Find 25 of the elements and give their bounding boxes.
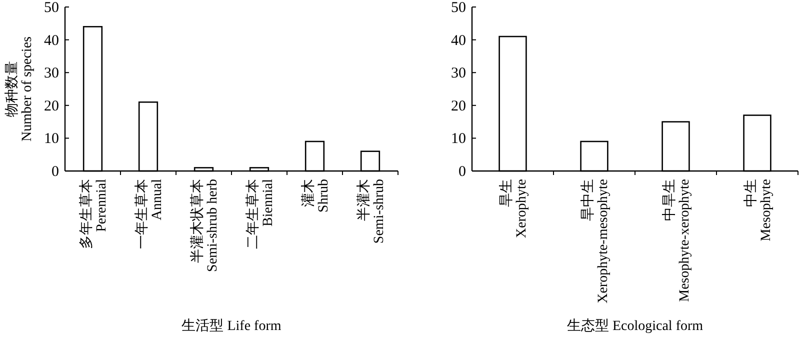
x-axis-title: 生活型 Life form xyxy=(182,318,282,334)
x-tick-label: 旱中生 Xerophyte-mesophyte xyxy=(580,179,611,304)
x-tick-label: 半灌木 Semi-shrub xyxy=(356,179,387,244)
y-tick-label: 20 xyxy=(44,98,59,114)
y-tick-label: 10 xyxy=(44,131,59,148)
y-tick-label: 50 xyxy=(44,0,59,16)
x-tick-label: 半灌木状草本 Semi-shrub herb xyxy=(189,179,220,272)
x-tick-label: 中生 Mesophyte xyxy=(742,179,774,242)
x-tick-label: 多年生草本 Perennial xyxy=(78,178,110,249)
y-tick-label: 40 xyxy=(451,32,466,49)
x-tick-label: 中旱生 Mesophyte-xerophyte xyxy=(661,179,692,302)
y-tick-label: 40 xyxy=(44,32,59,49)
y-tick-label: 0 xyxy=(52,164,59,180)
y-tick-label: 0 xyxy=(458,164,466,180)
y-tick-label: 50 xyxy=(451,0,466,16)
y-tick-label: 20 xyxy=(451,98,466,114)
y-tick-label: 30 xyxy=(44,66,59,82)
y-tick-label: 10 xyxy=(451,131,466,148)
x-tick-label: 灌木 Shrub xyxy=(300,179,332,212)
x-tick-label: 旱生 Xerophyte xyxy=(498,179,530,238)
y-axis-title: 物种数量 Number of species xyxy=(4,36,35,142)
y-tick-label: 30 xyxy=(451,66,466,82)
x-tick-label: 一年生草本 Annual xyxy=(134,178,165,249)
x-tick-label: 二年生草本 Biennial xyxy=(244,178,276,249)
x-axis-title: 生态型 Ecological form xyxy=(566,318,704,334)
